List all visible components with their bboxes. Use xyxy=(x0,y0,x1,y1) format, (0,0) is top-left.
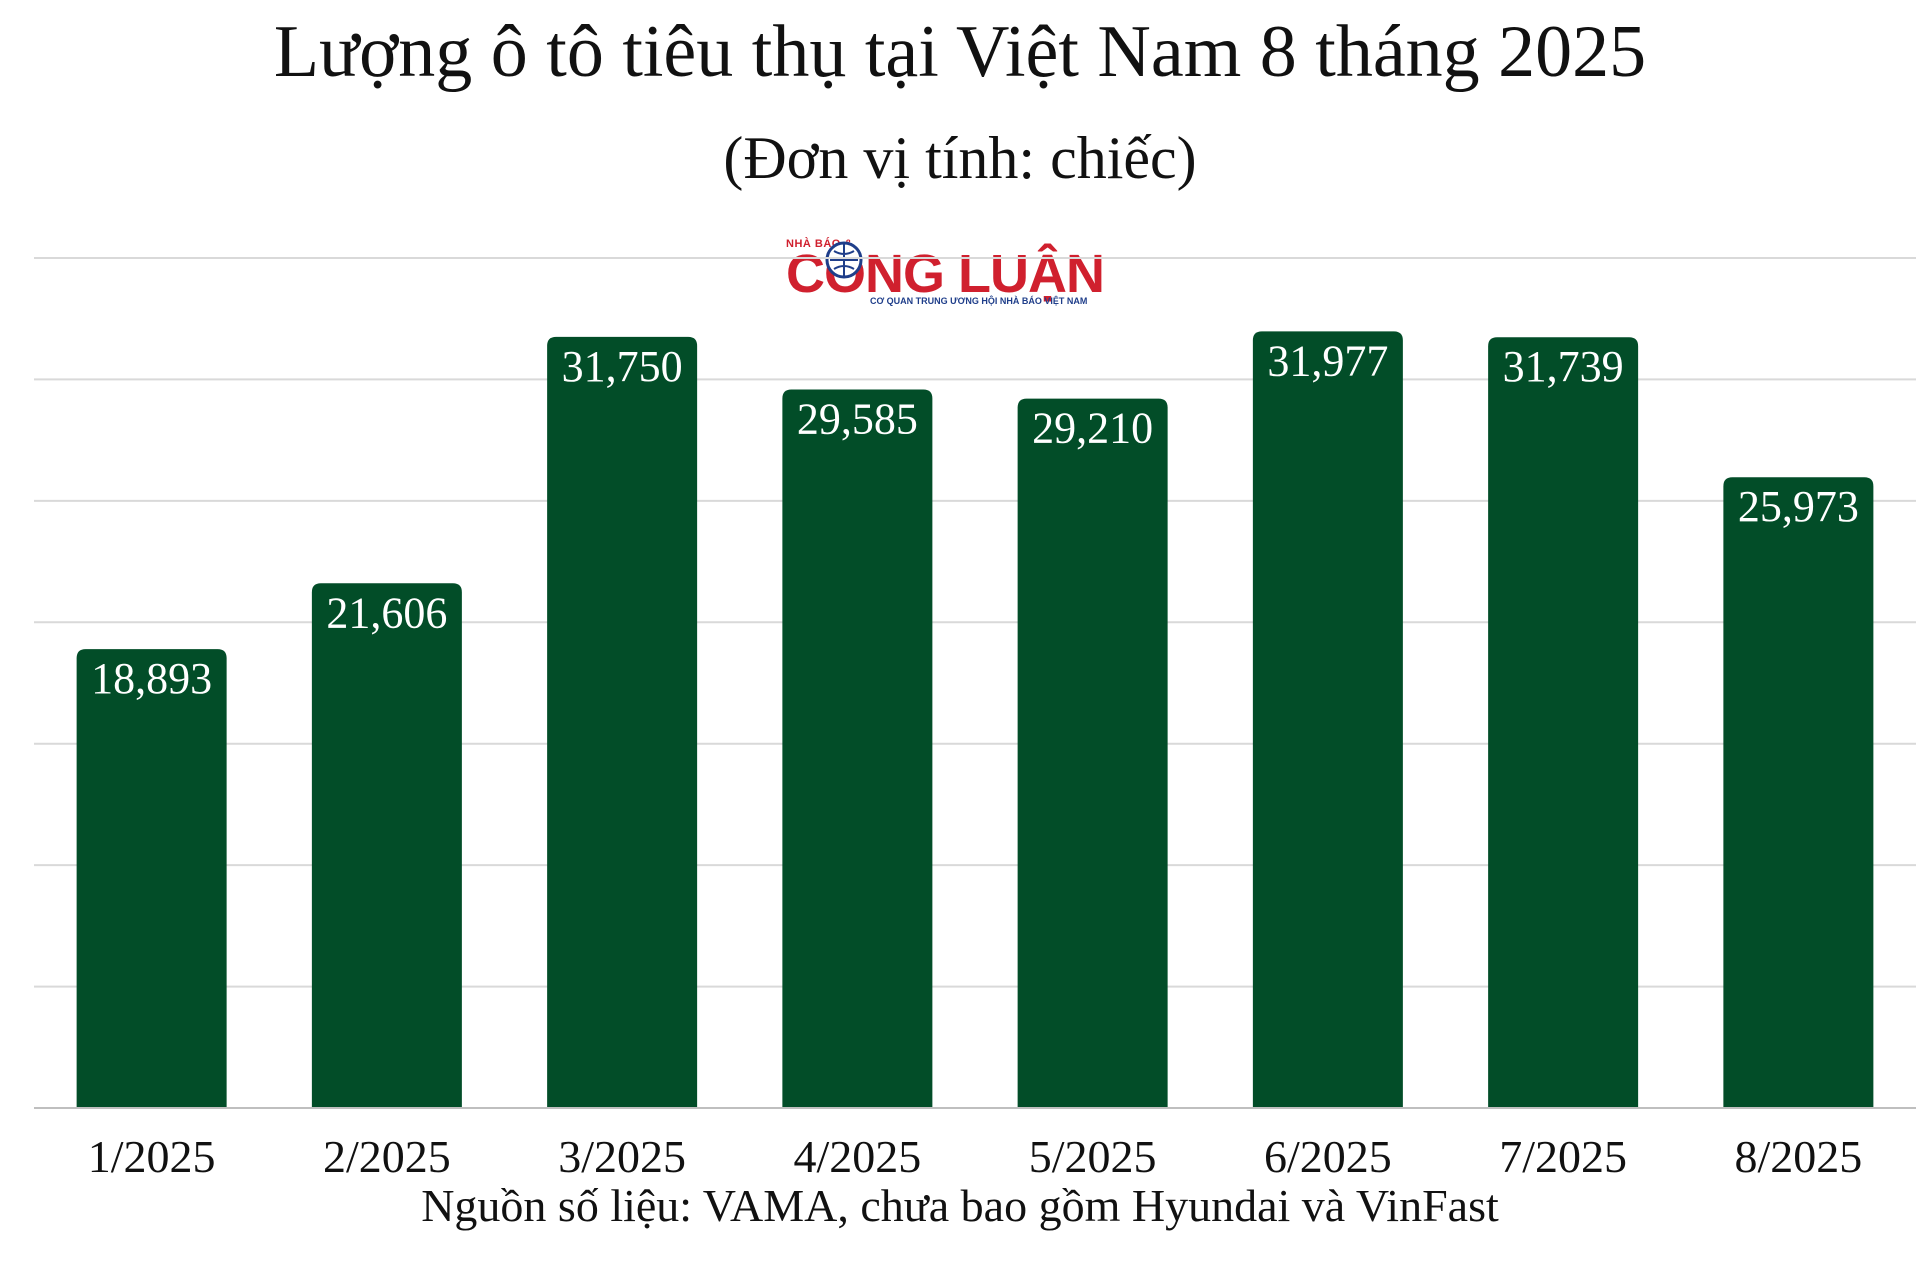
bar-4-2025 xyxy=(782,389,933,1108)
publisher-logo: NHÀ BÁO & CÔNG LUẬN CƠ QUAN TRUNG ƯƠNG H… xyxy=(786,238,1132,314)
globe-emblem-icon xyxy=(825,241,863,279)
chart-title: Lượng ô tô tiêu thụ tại Việt Nam 8 tháng… xyxy=(273,11,1647,93)
x-tick-label: 6/2025 xyxy=(1264,1131,1392,1182)
bar-2-2025 xyxy=(311,583,462,1108)
bar-8-2025 xyxy=(1723,477,1874,1108)
x-tick-label: 8/2025 xyxy=(1734,1131,1862,1182)
x-tick-label: 3/2025 xyxy=(558,1131,686,1182)
data-labels: 18,893 21,606 31,750 29,585 29,210 31,977 31,7… xyxy=(91,336,1859,703)
x-axis-tick-labels: 1/2025 2/2025 3/2025 4/2025 5/2025 6/2025 7/20… xyxy=(88,1131,1863,1182)
data-label: 29,585 xyxy=(797,395,918,444)
bar-3-2025 xyxy=(547,336,698,1108)
data-label: 31,739 xyxy=(1503,342,1624,391)
data-label: 31,750 xyxy=(562,342,683,391)
bar-5-2025 xyxy=(1017,398,1168,1109)
data-label: 31,977 xyxy=(1267,336,1388,385)
chart-source-note: Nguồn số liệu: VAMA, chưa bao gồm Hyunda… xyxy=(421,1180,1499,1231)
x-tick-label: 4/2025 xyxy=(793,1131,921,1182)
x-tick-label: 2/2025 xyxy=(323,1131,451,1182)
x-tick-label: 5/2025 xyxy=(1029,1131,1157,1182)
data-label: 21,606 xyxy=(326,588,447,637)
data-label: 29,210 xyxy=(1032,404,1153,453)
bar-7-2025 xyxy=(1488,337,1639,1109)
logo-tagline: CƠ QUAN TRUNG ƯƠNG HỘI NHÀ BÁO VIỆT NAM xyxy=(870,296,1088,306)
x-tick-label: 1/2025 xyxy=(88,1131,216,1182)
x-tick-label: 7/2025 xyxy=(1499,1131,1627,1182)
bar-1-2025 xyxy=(76,649,227,1108)
data-label: 25,973 xyxy=(1738,482,1859,531)
data-label: 18,893 xyxy=(91,654,212,703)
bars xyxy=(76,331,1874,1109)
chart-subtitle: (Đơn vị tính: chiếc) xyxy=(723,125,1197,191)
bar-6-2025 xyxy=(1252,331,1403,1108)
